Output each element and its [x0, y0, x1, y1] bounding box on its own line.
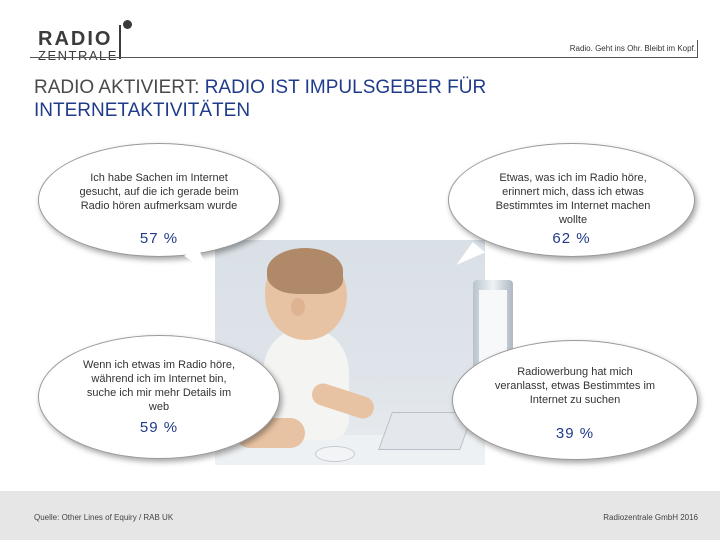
slide-title: RADIO AKTIVIERT: RADIO IST IMPULSGEBER F… [34, 76, 654, 122]
bubble-3-percent: 59 % [139, 419, 179, 436]
bubble-1-text: Ich habe Sachen im Internet gesucht, auf… [79, 172, 239, 212]
footer-bar: Quelle: Other Lines of Equiry / RAB UK R… [0, 491, 720, 540]
speech-bubble-1: Ich habe Sachen im Internet gesucht, auf… [38, 143, 280, 257]
header-divider-vertical [697, 40, 698, 58]
slide-title-prefix: RADIO AKTIVIERT: [34, 77, 205, 98]
bubble-4-text: Radiowerbung hat mich veranlasst, etwas … [494, 366, 656, 406]
speech-bubble-4: Radiowerbung hat mich veranlasst, etwas … [452, 340, 698, 460]
logo-dot [123, 20, 132, 29]
baby-ear [291, 298, 305, 316]
header-tagline: Radio. Geht ins Ohr. Bleibt im Kopf. [569, 44, 696, 53]
bubble-1-percent: 57 % [139, 230, 179, 247]
speech-bubble-2: Etwas, was ich im Radio höre, erinnert m… [448, 143, 695, 257]
bubble-3-text: Wenn ich etwas im Radio höre, während ic… [82, 359, 236, 413]
bubble-2-text: Etwas, was ich im Radio höre, erinnert m… [495, 172, 651, 226]
footer-copyright: Radiozentrale GmbH 2016 [603, 513, 698, 522]
bubble-2-percent: 62 % [552, 230, 591, 247]
radiozentrale-logo: RADIO ZENTRALE [30, 20, 134, 63]
speech-bubble-3: Wenn ich etwas im Radio höre, während ic… [38, 335, 280, 459]
baby-hair [267, 248, 343, 294]
footer-source: Quelle: Other Lines of Equiry / RAB UK [34, 513, 174, 522]
mouse-shape [315, 446, 355, 462]
slide-title-accent: RADIO IST IMPULSGEBER FÜR INTERNETAKTIVI… [34, 77, 487, 121]
logo-bar [119, 25, 121, 59]
header-divider [30, 57, 698, 58]
bubble-4-percent: 39 % [555, 425, 595, 442]
speech-bubble-1-tail [184, 247, 212, 281]
logo-radio-text: RADIO [38, 28, 113, 50]
logo-zentrale-text: ZENTRALE [38, 48, 118, 63]
